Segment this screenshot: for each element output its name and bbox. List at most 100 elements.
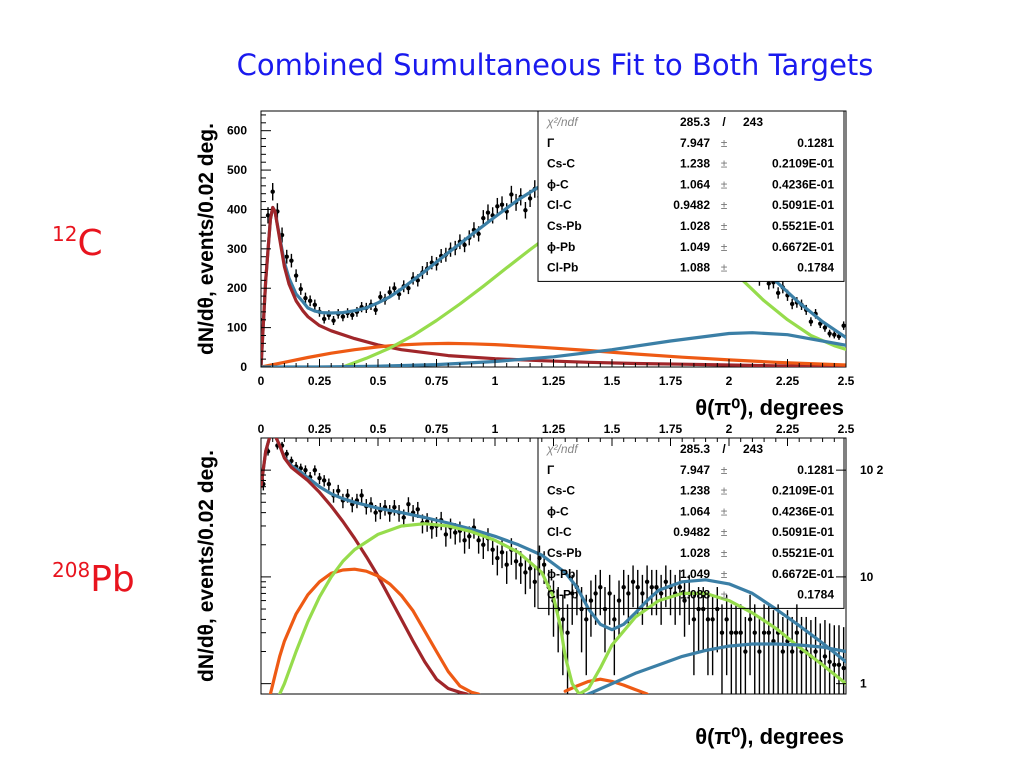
- lead-stats-pm: ±: [721, 567, 728, 581]
- carbon-stats-pm: ±: [721, 157, 728, 171]
- carbon-data-point: [321, 316, 327, 322]
- carbon-y-tick-label: 400: [227, 202, 247, 216]
- carbon-stats-pm: ±: [721, 198, 728, 212]
- lead-stats-error: 0.2109E-01: [772, 484, 834, 498]
- lead-data-point: [598, 585, 603, 590]
- carbon-y-tick-label: 100: [227, 321, 247, 335]
- lead-stats-pm: /: [722, 442, 726, 456]
- carbon-mass-number: 12: [52, 222, 78, 246]
- carbon-data-point: [298, 286, 303, 292]
- carbon-stats-error: 243: [743, 115, 763, 129]
- lead-x-tick-label: 1: [492, 422, 499, 436]
- lead-stats-pm: ±: [721, 504, 728, 518]
- carbon-data-point: [789, 301, 795, 307]
- lead-stats-value: 1.088: [680, 588, 710, 602]
- lead-data-point: [359, 493, 364, 498]
- carbon-fit-component-blue-curve: [261, 331, 846, 367]
- lead-data-point: [560, 617, 566, 622]
- lead-x-tick-label: 2: [726, 422, 733, 436]
- lead-x-tick-label: 2.5: [838, 422, 855, 436]
- carbon-stats-pm: ±: [721, 136, 728, 150]
- carbon-stats-value: 1.049: [680, 240, 710, 254]
- lead-data-point: [584, 617, 589, 622]
- lead-data-point: [696, 606, 701, 612]
- lead-data-point: [658, 591, 664, 596]
- lead-stats-value: 1.028: [680, 546, 710, 560]
- lead-x-tick-label: 0.75: [425, 422, 449, 436]
- lead-stats-value: 1.049: [680, 567, 710, 581]
- lead-data-point: [345, 493, 350, 498]
- lead-data-point: [724, 617, 729, 622]
- carbon-x-tick-label: 0.75: [425, 374, 449, 388]
- lead-stats-frame: [537, 437, 845, 609]
- lead-stats-error: 0.5091E-01: [772, 525, 834, 539]
- lead-data-point: [476, 538, 481, 543]
- carbon-x-tick-label: 0: [258, 374, 265, 388]
- lead-stats-error: 0.1281: [797, 463, 834, 477]
- carbon-x-axis-label: θ(π⁰), degrees: [695, 395, 844, 420]
- carbon-stats-box: χ²/ndf 285.3 / 243 Γ 7.947 ±0.1281 Cs-C 1.238 ±0.…: [537, 110, 845, 282]
- carbon-data-point: [509, 192, 514, 197]
- lead-fit-component-green-curve: [278, 522, 846, 694]
- carbon-fit-component-orange-curve: [261, 341, 846, 367]
- lead-data-point: [733, 630, 739, 635]
- lead-fit-component-orange-tail-curve: [563, 677, 649, 694]
- lead-stats-error: 243: [743, 442, 763, 456]
- lead-data-point: [317, 476, 322, 481]
- lead-stats-name: Cs-C: [547, 484, 575, 498]
- lead-data-point: [429, 525, 435, 530]
- carbon-data-point: [284, 254, 289, 259]
- lead-208-label: 208Pb: [52, 558, 135, 600]
- carbon-x-tick-label: 2.5: [838, 374, 855, 388]
- lead-stats-pm: ±: [721, 546, 728, 560]
- carbon-data-point: [523, 208, 528, 213]
- carbon-stats-value: 1.088: [680, 261, 710, 275]
- lead-data-point: [635, 585, 640, 590]
- carbon-stats-pm: ±: [721, 219, 728, 233]
- carbon-stats-name: Γ: [547, 136, 555, 150]
- lead-data-point: [841, 665, 846, 671]
- lead-x-tick-label: 2.25: [776, 422, 800, 436]
- carbon-data-point: [827, 331, 832, 336]
- lead-data-point: [729, 630, 734, 635]
- lead-data-point: [654, 585, 659, 590]
- carbon-stats-frame: [537, 110, 845, 282]
- carbon-data-point: [766, 281, 771, 286]
- lead-plot-frame: [260, 437, 847, 695]
- lead-stats-error: 0.1784: [797, 588, 834, 602]
- lead-data-point: [743, 649, 748, 654]
- lead-data-point: [644, 579, 650, 584]
- lead-data-point: [541, 562, 547, 567]
- lead-data-point: [513, 559, 519, 564]
- carbon-y-axis-label: dN/dθ, events/0.02 deg.: [195, 123, 218, 355]
- lead-data-point: [701, 606, 706, 612]
- lead-data-point: [719, 630, 725, 635]
- carbon-x-tick-label: 1: [492, 374, 499, 388]
- lead-data-point: [373, 510, 378, 515]
- lead-data-point: [705, 617, 711, 622]
- lead-data-point: [738, 630, 743, 635]
- lead-data-point: [453, 530, 458, 535]
- lead-data-point: [771, 638, 776, 644]
- carbon-data-point: [378, 294, 383, 300]
- lead-stats-name: ϕ-C: [547, 504, 569, 518]
- lead-data-point: [757, 649, 762, 654]
- lead-data-point: [499, 550, 505, 555]
- carbon-data-point: [527, 196, 533, 201]
- carbon-12-label: 12C: [52, 222, 103, 264]
- carbon-stats-value: 7.947: [680, 136, 710, 150]
- lead-data-point: [822, 654, 828, 659]
- carbon-data-point: [485, 210, 491, 215]
- carbon-stats-error: 0.2109E-01: [772, 157, 834, 171]
- carbon-x-tick-label: 2.25: [776, 374, 800, 388]
- lead-fit-panel: 0 0.25 0.5 0.75 1 1.25 1.5 1.75 2 2.25 2.5 1 10 10 2 θ…: [195, 422, 884, 749]
- carbon-stats-value: 1.064: [680, 177, 710, 191]
- lead-data-point: [527, 566, 533, 571]
- lead-stats-pm: ±: [721, 525, 728, 539]
- carbon-stats-name: Cl-C: [547, 198, 572, 212]
- carbon-data-point: [775, 290, 781, 296]
- lead-data-point: [621, 585, 626, 590]
- carbon-x-tick-label: 0.5: [370, 374, 387, 388]
- lead-data-point: [640, 591, 645, 596]
